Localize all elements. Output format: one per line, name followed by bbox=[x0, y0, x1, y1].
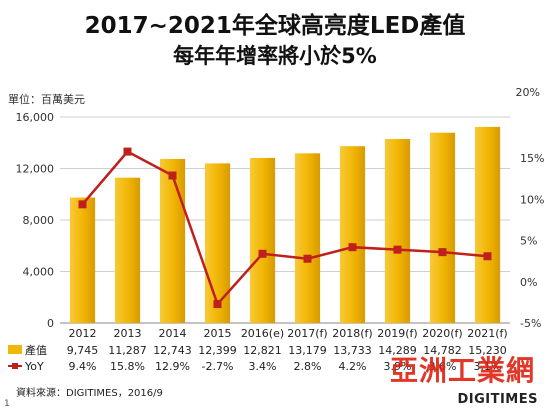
yoy-point bbox=[483, 252, 492, 261]
x-tick-label: 2016(e) bbox=[241, 327, 284, 340]
data-label-yoy: 15.8% bbox=[110, 360, 145, 373]
data-label-yoy: 3.6% bbox=[429, 360, 457, 373]
bar bbox=[69, 197, 96, 323]
right-tick-label: 0% bbox=[520, 276, 537, 289]
data-label-value: 13,179 bbox=[288, 344, 327, 357]
x-tick-label: 2019(f) bbox=[377, 327, 417, 340]
bar bbox=[339, 146, 366, 323]
source-note: 資料來源：DIGITIMES，2016/9 bbox=[16, 388, 163, 399]
data-label-value: 15,230 bbox=[468, 344, 507, 357]
yoy-point bbox=[393, 245, 402, 254]
yoy-point bbox=[438, 248, 447, 257]
x-tick-label: 2018(f) bbox=[332, 327, 372, 340]
yoy-point bbox=[123, 147, 132, 156]
x-tick-label: 2015 bbox=[204, 327, 232, 340]
data-label-value: 13,733 bbox=[333, 344, 372, 357]
right-tick-label: 5% bbox=[520, 235, 537, 248]
watermark: 亞洲工業網 bbox=[390, 354, 536, 387]
data-label-yoy: 4.2% bbox=[339, 360, 367, 373]
data-label-yoy: 3.9% bbox=[384, 360, 412, 373]
left-axis-unit-label: 單位：百萬美元 bbox=[8, 93, 85, 106]
right-tick-label: -5% bbox=[520, 317, 541, 330]
bar bbox=[159, 158, 186, 323]
yoy-point bbox=[168, 171, 177, 180]
legend-swatch-bar bbox=[8, 345, 22, 354]
bar bbox=[384, 139, 411, 323]
left-tick-label: 0 bbox=[47, 317, 54, 330]
yoy-point bbox=[213, 300, 222, 309]
chart-subtitle: 每年年增率將小於5% bbox=[173, 44, 377, 68]
bar bbox=[204, 163, 231, 323]
data-label-value: 11,287 bbox=[108, 344, 147, 357]
data-label-value: 9,745 bbox=[67, 344, 99, 357]
data-label-yoy: 3.1% bbox=[474, 360, 502, 373]
left-tick-label: 8,000 bbox=[23, 214, 55, 227]
legend-label-bar: 產值 bbox=[25, 343, 47, 357]
yoy-point bbox=[303, 254, 312, 263]
data-label-yoy: 12.9% bbox=[155, 360, 190, 373]
yoy-line bbox=[81, 150, 488, 307]
bar bbox=[114, 177, 141, 323]
data-label-yoy: 3.4% bbox=[249, 360, 277, 373]
legend-label-line: YoY bbox=[24, 360, 44, 373]
right-tick-label: 15% bbox=[520, 152, 544, 165]
yoy-point bbox=[258, 249, 267, 258]
left-tick-label: 12,000 bbox=[16, 163, 55, 176]
data-label-yoy: 9.4% bbox=[69, 360, 97, 373]
data-label-value: 14,289 bbox=[378, 344, 417, 357]
brand-logo: DIGITIMES bbox=[457, 392, 538, 407]
bar bbox=[429, 132, 456, 323]
x-tick-label: 2013 bbox=[114, 327, 142, 340]
data-label-value: 12,821 bbox=[243, 344, 282, 357]
data-label-value: 14,782 bbox=[423, 344, 462, 357]
right-axis-top-tick: 20% bbox=[515, 86, 540, 99]
data-label-value: 12,743 bbox=[153, 344, 192, 357]
right-tick-label: 10% bbox=[520, 193, 544, 206]
legend-swatch-marker bbox=[12, 363, 18, 369]
x-tick-label: 2012 bbox=[69, 327, 97, 340]
yoy-point bbox=[78, 200, 87, 209]
yoy-point bbox=[348, 243, 357, 252]
bar bbox=[294, 153, 321, 323]
x-tick-label: 2014 bbox=[159, 327, 187, 340]
page-number: 1 bbox=[4, 399, 10, 409]
data-label-value: 12,399 bbox=[198, 344, 237, 357]
left-tick-label: 4,000 bbox=[23, 266, 55, 279]
bar bbox=[249, 157, 276, 323]
left-tick-label: 16,000 bbox=[16, 111, 55, 124]
x-tick-label: 2020(f) bbox=[422, 327, 462, 340]
data-label-yoy: -2.7% bbox=[202, 360, 234, 373]
bar bbox=[474, 126, 501, 323]
x-tick-label: 2017(f) bbox=[287, 327, 327, 340]
data-label-yoy: 2.8% bbox=[294, 360, 322, 373]
x-tick-label: 2021(f) bbox=[467, 327, 507, 340]
chart-title: 2017~2021年全球高亮度LED產值 bbox=[84, 13, 466, 39]
